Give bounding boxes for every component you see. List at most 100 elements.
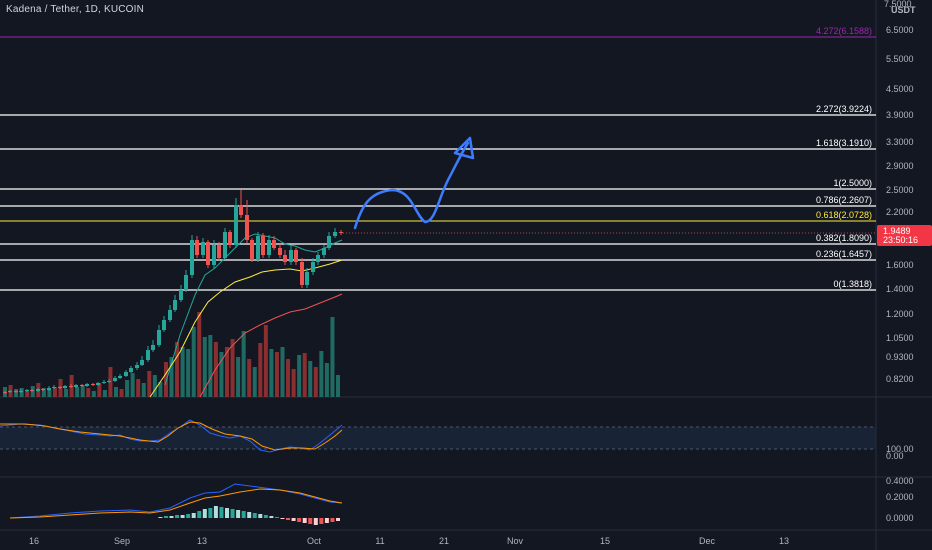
macd-histogram-bar	[291, 518, 296, 521]
candle-body	[184, 275, 188, 290]
macd-histogram-bar	[241, 511, 246, 518]
time-tick: 15	[600, 536, 610, 546]
price-tick: 2.9000	[886, 161, 914, 171]
time-tick: 13	[779, 536, 789, 546]
volume-bar	[297, 355, 302, 397]
volume-bar	[86, 388, 91, 397]
candle-body	[52, 387, 56, 388]
candle-body	[173, 300, 177, 310]
price-tick: 2.2000	[886, 207, 914, 217]
rsi-tick-0: 0.00	[886, 451, 904, 461]
price-tick: 1.2000	[886, 309, 914, 319]
macd-signal-line	[9, 488, 343, 519]
volume-bar	[269, 349, 274, 397]
candle-body	[339, 232, 343, 233]
macd-histogram-bar	[313, 518, 318, 525]
volume-bar	[19, 388, 24, 397]
candle-body	[146, 350, 150, 360]
macd-line	[9, 483, 343, 519]
price-tick: 2.5000	[886, 185, 914, 195]
fib-level-label: 1.618(3.1910)	[816, 138, 872, 148]
volume-bar	[208, 335, 213, 397]
chart-title: Kadena / Tether, 1D, KUCOIN	[6, 4, 145, 15]
time-tick: Nov	[507, 536, 524, 546]
volume-bar	[91, 391, 96, 397]
macd-histogram-bar	[280, 518, 285, 519]
fib-level-label: 4.272(6.1588)	[816, 26, 872, 36]
price-tick: 5.5000	[886, 54, 914, 64]
volume-bar	[186, 349, 191, 397]
candle-body	[129, 368, 133, 372]
volume-bar	[30, 386, 35, 397]
candle-body	[124, 372, 128, 376]
volume-bar	[219, 352, 224, 397]
volume-bar	[158, 382, 163, 397]
price-axis[interactable]: 7.5000 USDT 6.5000 5.5000 4.5000 3.9000 3.30…	[884, 0, 916, 384]
candle-body	[333, 232, 337, 236]
macd-histogram-bar	[336, 518, 340, 521]
macd-histogram-bar	[247, 512, 252, 518]
macd-histogram-bar	[169, 516, 174, 518]
volume-bar	[308, 361, 313, 397]
candle-body	[157, 330, 161, 345]
candle-body	[96, 383, 100, 385]
candle-body	[85, 384, 89, 386]
candle-body	[327, 236, 331, 248]
candle-body	[322, 248, 326, 255]
volume-bar	[252, 367, 257, 397]
macd-histogram-bar	[252, 513, 257, 518]
macd-histogram-bar	[236, 510, 241, 518]
candle-body	[113, 378, 117, 381]
macd-histogram-bar	[175, 515, 180, 518]
last-price-value: 1.9489	[883, 226, 911, 236]
volume-bar	[41, 388, 46, 397]
volume-bar	[263, 325, 268, 397]
candle-body	[234, 205, 238, 245]
candle-body	[190, 240, 194, 275]
volume-bar	[230, 339, 235, 397]
candle-body	[107, 381, 111, 382]
volume-bar	[75, 387, 80, 397]
volume-bar	[114, 387, 118, 397]
time-axis[interactable]: 16 Sep 13 Oct 11 21 Nov 15 Dec 13	[29, 536, 789, 546]
macd-histogram-bar	[286, 518, 291, 520]
volume-bar	[119, 389, 124, 397]
volume-bar	[125, 380, 130, 397]
time-tick: Sep	[114, 536, 130, 546]
macd-tick-0: 0.4000	[886, 476, 914, 486]
macd-histogram-bar	[269, 516, 274, 518]
volume-bar	[102, 390, 107, 397]
macd-histogram-bar	[186, 514, 191, 518]
price-tick: 0.8200	[886, 374, 914, 384]
macd-histogram-bar	[308, 518, 313, 524]
price-tick: 1.4000	[886, 284, 914, 294]
price-tick: 3.9000	[886, 110, 914, 120]
rsi-signal-line	[0, 421, 343, 451]
candle-body	[69, 386, 73, 387]
candle-body	[294, 250, 298, 262]
fib-level-label: 0.618(2.0728)	[816, 210, 872, 220]
candle-body	[151, 345, 155, 350]
candle-body	[300, 262, 304, 285]
volume-bar	[236, 357, 241, 397]
currency-label[interactable]: USDT	[891, 5, 916, 15]
macd-histogram-bar	[302, 518, 307, 523]
candle-body	[228, 232, 232, 245]
fib-level-label: 1(2.5000)	[833, 178, 872, 188]
macd-histogram-bar	[330, 518, 335, 522]
volume-bar	[330, 317, 335, 397]
candle-body	[47, 388, 51, 390]
time-tick: 13	[197, 536, 207, 546]
candle-body	[267, 240, 271, 255]
macd-panel[interactable]: 0.4000 0.2000 0.0000	[9, 476, 914, 525]
volume-bar	[324, 363, 329, 397]
fibonacci-levels[interactable]: 4.272(6.1588) 2.272(3.9224) 1.618(3.1910) 1…	[0, 26, 876, 291]
macd-histogram-bar	[208, 508, 213, 518]
volume-bar	[52, 387, 57, 397]
macd-histogram-bar	[219, 507, 224, 518]
rsi-panel[interactable]: 100.00 0.00	[0, 419, 914, 461]
candle-body	[135, 365, 139, 368]
volume-bars	[3, 312, 340, 397]
projection-drawing[interactable]	[353, 136, 475, 230]
